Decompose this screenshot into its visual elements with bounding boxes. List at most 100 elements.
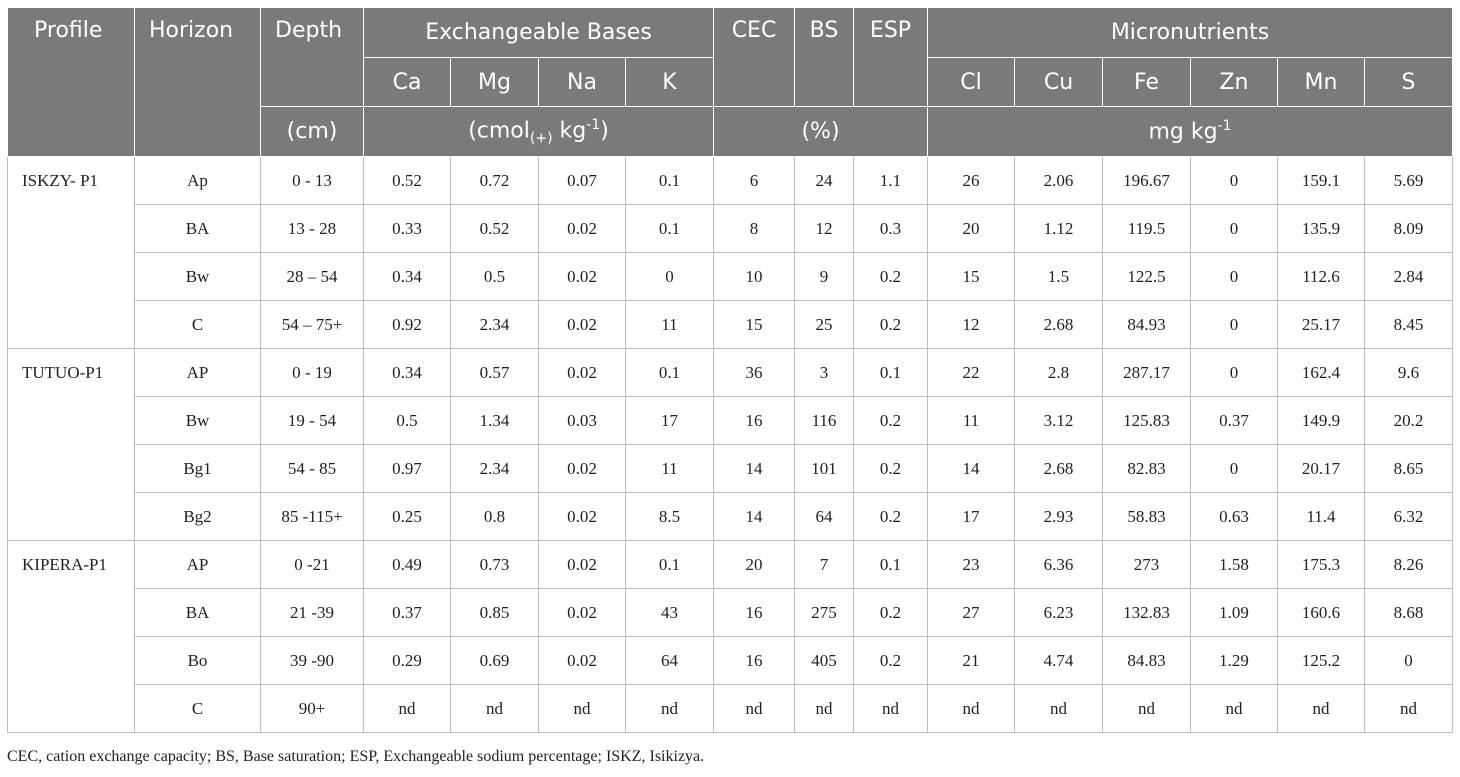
bases-unit-pre: (cmol <box>468 117 530 143</box>
k-cell: nd <box>625 684 714 733</box>
mg-cell: 0.5 <box>450 252 539 301</box>
esp-cell: 0.2 <box>853 252 928 301</box>
cu-cell: 2.68 <box>1014 444 1103 493</box>
depth-cell: 90+ <box>260 684 364 733</box>
esp-cell: 0.2 <box>853 588 928 637</box>
esp-cell: 1.1 <box>853 156 928 205</box>
s-cell: 6.32 <box>1363 492 1454 541</box>
fe-cell: 273 <box>1102 540 1191 589</box>
fe-cell: 119.5 <box>1102 204 1191 253</box>
depth-cell: 0 -21 <box>260 540 364 589</box>
na-cell: 0.07 <box>538 156 626 205</box>
table-row: KIPERA-P1 AP 0 -21 0.49 0.73 0.02 0.1 20 7 0.1 23 6… <box>7 540 1454 733</box>
bs-cell: 275 <box>794 588 854 637</box>
s-cell: 8.65 <box>1363 444 1454 493</box>
k-cell: 43 <box>625 588 714 637</box>
zn-cell: nd <box>1190 684 1278 733</box>
mn-cell: 125.2 <box>1277 636 1365 685</box>
header-depth-unit: (cm) <box>260 106 364 157</box>
ca-cell: 0.37 <box>363 588 451 637</box>
k-cell: 64 <box>625 636 714 685</box>
cu-cell: 2.93 <box>1014 492 1103 541</box>
mg-cell: 0.57 <box>450 348 539 397</box>
header-depth: Depth <box>260 7 364 107</box>
cl-cell: 15 <box>927 252 1015 301</box>
header-cec: CEC <box>713 7 795 107</box>
esp-cell: 0.2 <box>853 396 928 445</box>
zn-cell: 1.09 <box>1190 588 1278 637</box>
profile-cell: KIPERA-P1 <box>7 540 135 733</box>
cec-cell: 8 <box>713 204 795 253</box>
fe-cell: 125.83 <box>1102 396 1191 445</box>
header-ca: Ca <box>363 57 451 107</box>
cec-cell: 6 <box>713 156 795 205</box>
horizon-cell: C <box>134 684 261 733</box>
depth-cell: 85 -115+ <box>260 492 364 541</box>
header-na: Na <box>538 57 626 107</box>
bases-unit-sub: (+) <box>529 130 553 147</box>
cu-cell: nd <box>1014 684 1103 733</box>
cu-cell: 3.12 <box>1014 396 1103 445</box>
zn-cell: 0 <box>1190 156 1278 205</box>
depth-cell: 54 - 85 <box>260 444 364 493</box>
cl-cell: 23 <box>927 540 1015 589</box>
mg-cell: 0.73 <box>450 540 539 589</box>
bases-unit-mid: kg <box>552 117 587 143</box>
header-exchangeable-bases: Exchangeable Bases <box>363 7 714 58</box>
k-cell: 17 <box>625 396 714 445</box>
k-cell: 8.5 <box>625 492 714 541</box>
table-row: Bg1 54 - 85 0.97 2.34 0.02 11 14 101 0.2 14 2.68 82… <box>8 444 1454 493</box>
esp-cell: 0.2 <box>853 444 928 493</box>
cec-cell: 16 <box>713 588 795 637</box>
mn-cell: 159.1 <box>1277 156 1365 205</box>
horizon-cell: AP <box>134 348 261 397</box>
ca-cell: 0.34 <box>363 252 451 301</box>
s-cell: 0 <box>1363 636 1454 685</box>
ca-cell: 0.5 <box>363 396 451 445</box>
k-cell: 0 <box>625 252 714 301</box>
mg-cell: 0.72 <box>450 156 539 205</box>
bases-unit-post: ) <box>600 117 609 143</box>
s-cell: nd <box>1363 684 1454 733</box>
mg-cell: nd <box>450 684 539 733</box>
k-cell: 0.1 <box>625 540 714 589</box>
horizon-cell: BA <box>134 204 261 253</box>
cl-cell: 11 <box>927 396 1015 445</box>
cu-cell: 6.23 <box>1014 588 1103 637</box>
header-percent-unit: (%) <box>713 106 928 157</box>
ca-cell: 0.33 <box>363 204 451 253</box>
fe-cell: 122.5 <box>1102 252 1191 301</box>
header-cl: Cl <box>927 57 1015 107</box>
mn-cell: 160.6 <box>1277 588 1365 637</box>
na-cell: nd <box>538 684 626 733</box>
zn-cell: 0 <box>1190 300 1278 349</box>
depth-cell: 19 - 54 <box>260 396 364 445</box>
soil-table-container: Profile Horizon Depth Exchangeable Bases… <box>7 7 1454 733</box>
mg-cell: 0.85 <box>450 588 539 637</box>
s-cell: 8.09 <box>1363 204 1454 253</box>
s-cell: 2.84 <box>1363 252 1454 301</box>
cec-cell: 16 <box>713 636 795 685</box>
table-row: BA 13 - 28 0.33 0.52 0.02 0.1 8 12 0.3 20 1.12 119.… <box>8 204 1454 253</box>
depth-cell: 28 – 54 <box>260 252 364 301</box>
cl-cell: 22 <box>927 348 1015 397</box>
esp-cell: 0.2 <box>853 300 928 349</box>
cl-cell: 20 <box>927 204 1015 253</box>
cl-cell: 14 <box>927 444 1015 493</box>
bases-unit-sup: -1 <box>586 116 601 133</box>
bs-cell: 101 <box>794 444 854 493</box>
k-cell: 11 <box>625 444 714 493</box>
mn-cell: 20.17 <box>1277 444 1365 493</box>
header-mg: Mg <box>450 57 539 107</box>
fe-cell: 58.83 <box>1102 492 1191 541</box>
fe-cell: 82.83 <box>1102 444 1191 493</box>
cec-cell: 16 <box>713 396 795 445</box>
ca-cell: 0.34 <box>363 348 451 397</box>
depth-cell: 54 – 75+ <box>260 300 364 349</box>
mn-cell: 162.4 <box>1277 348 1365 397</box>
mn-cell: 112.6 <box>1277 252 1365 301</box>
depth-cell: 21 -39 <box>260 588 364 637</box>
na-cell: 0.02 <box>538 348 626 397</box>
profile-cell: TUTUO-P1 <box>7 348 135 541</box>
cec-cell: nd <box>713 684 795 733</box>
